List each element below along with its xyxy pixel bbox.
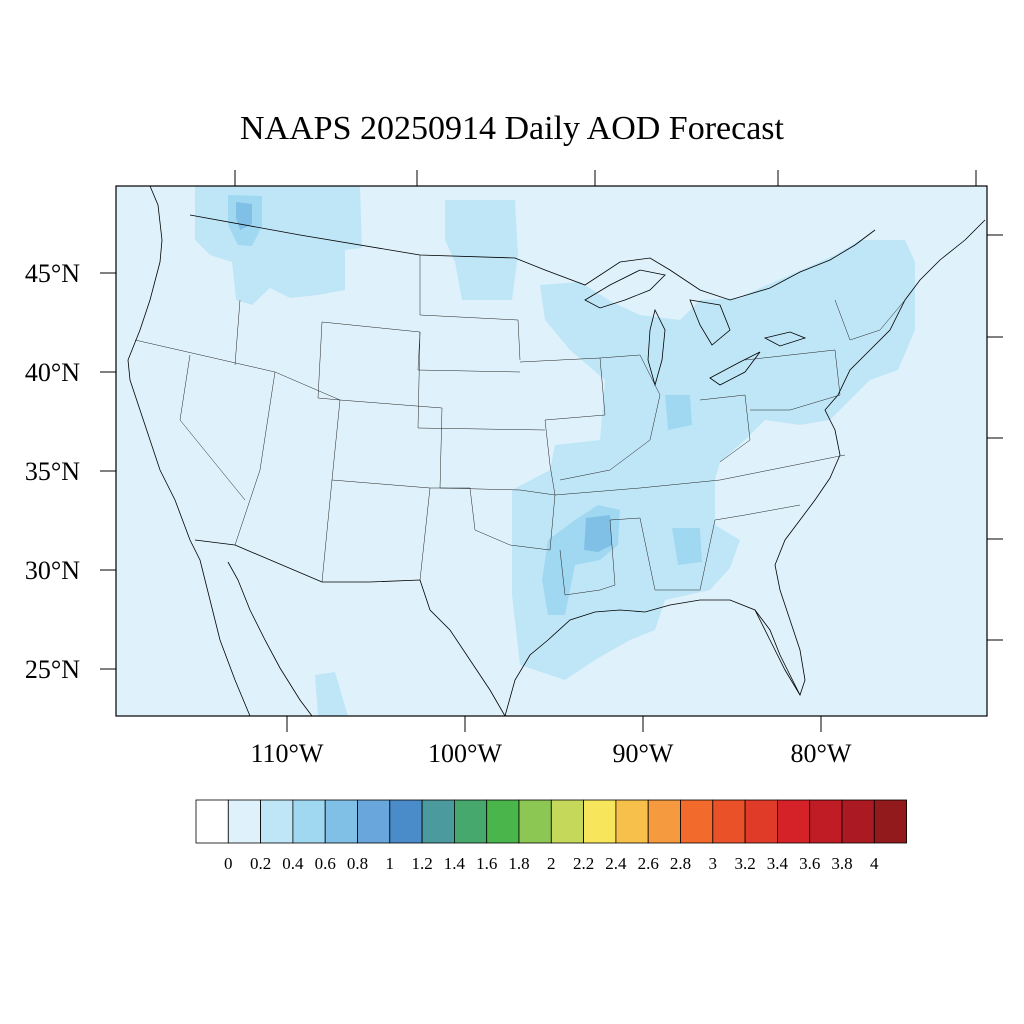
colorbar-cell	[809, 799, 843, 844]
colorbar-cell	[712, 799, 746, 844]
border-mexico	[194, 539, 506, 717]
lon-label: 90°W	[613, 739, 674, 768]
colorbar-label: 3.2	[734, 854, 755, 873]
colorbar-cell	[615, 799, 649, 844]
colorbar-label: 0	[224, 854, 233, 873]
colorbar-cell	[486, 799, 520, 844]
state-line-10	[430, 487, 556, 551]
state-line-12	[559, 354, 661, 481]
colorbar-cell	[583, 799, 617, 844]
aod-plumes	[195, 186, 915, 716]
colorbar-cell	[421, 799, 455, 844]
state-line-1	[134, 339, 846, 496]
right-ticks	[987, 234, 1003, 641]
colorbar-cell	[453, 799, 488, 844]
colorbar-label: 3.8	[831, 854, 852, 873]
aod-plume-dakota	[445, 200, 518, 300]
colorbar-label: 2.2	[573, 854, 594, 873]
colorbar-cell	[324, 799, 358, 844]
state-lines	[134, 255, 906, 596]
colorbar-label: 1.4	[444, 854, 466, 873]
colorbar-label: 0.6	[315, 854, 336, 873]
top-ticks	[234, 170, 977, 186]
state-line-15	[744, 349, 841, 411]
aod-plume-mexico	[315, 672, 348, 716]
lon-label: 100°W	[428, 739, 502, 768]
colorbar-cell	[550, 799, 584, 844]
lat-label: 40°N	[25, 358, 80, 387]
colorbar-cell	[518, 799, 552, 844]
coastline-florida	[754, 609, 801, 696]
lake-erie	[709, 351, 761, 386]
colorbar-cell	[841, 799, 875, 844]
map-panel: 45°N 40°N 35°N 30°N 25°N 110°W 100°W 90°…	[25, 170, 1003, 768]
colorbar-cell	[680, 799, 714, 844]
state-line-2	[234, 371, 276, 546]
border-canada	[189, 214, 876, 301]
colorbar-label: 2	[547, 854, 556, 873]
colorbar-label: 3.4	[767, 854, 789, 873]
left-ticks	[100, 272, 116, 670]
colorbar-label: 2.6	[638, 854, 659, 873]
colorbar-cell	[357, 799, 391, 844]
colorbar-label: 1.8	[508, 854, 529, 873]
colorbar-cell	[389, 799, 423, 844]
colorbar-cell	[647, 799, 681, 844]
lat-label: 35°N	[25, 457, 80, 486]
state-line-8	[417, 331, 546, 431]
aod-plume-indiana-core	[665, 395, 692, 430]
colorbar-label: 0.4	[282, 854, 304, 873]
state-line-3	[179, 354, 246, 501]
map-frame	[115, 185, 988, 717]
state-line-4	[234, 299, 241, 366]
colorbar-cell	[292, 799, 326, 844]
aod-plume-northwest-peak	[236, 202, 252, 230]
colorbar-label: 0.8	[347, 854, 368, 873]
lon-label: 110°W	[251, 739, 324, 768]
colorbar-label: 1	[386, 854, 395, 873]
map-title: NAAPS 20250914 Daily AOD Forecast	[240, 110, 784, 147]
lake-huron	[689, 299, 731, 346]
coastline-west	[127, 185, 251, 717]
state-line-13	[559, 504, 801, 596]
aod-plume-alabama-core	[672, 528, 702, 565]
lat-label: 30°N	[25, 556, 80, 585]
colorbar-cell	[260, 799, 294, 844]
lake-superior	[584, 269, 666, 309]
state-line-5	[317, 321, 341, 583]
colorbar-cell	[744, 799, 778, 844]
state-line-11	[519, 357, 606, 496]
lat-label: 25°N	[25, 655, 80, 684]
coastline-gulf	[504, 219, 986, 717]
colorbar-label: 2.8	[670, 854, 691, 873]
geography-lines	[127, 185, 986, 717]
colorbar: 0 0.2 0.4 0.6 0.8 1 1.2 1.4 1.6 1.8 2 2.2 2.4 2.6 2.8 3…	[195, 799, 907, 873]
lat-label: 45°N	[25, 259, 80, 288]
colorbar-label: 2.4	[605, 854, 627, 873]
aod-plume-arklatex-peak	[584, 515, 612, 552]
state-line-7	[419, 255, 521, 361]
state-line-16	[834, 299, 906, 341]
colorbar-label: 3.6	[799, 854, 820, 873]
colorbar-label: 1.6	[476, 854, 497, 873]
colorbar-cell	[873, 799, 907, 844]
lon-label: 80°W	[791, 739, 852, 768]
colorbar-cell	[195, 799, 229, 844]
lake-ontario	[763, 331, 807, 347]
colorbar-cell	[777, 799, 811, 844]
colorbar-label: 1.2	[411, 854, 432, 873]
colorbar-label: 0.2	[250, 854, 271, 873]
colorbar-label: 4	[870, 854, 879, 873]
state-line-6	[321, 321, 521, 373]
aod-plume-central-east	[512, 240, 915, 680]
colorbar-cell	[227, 799, 262, 844]
coastline-baja	[227, 561, 313, 717]
bottom-ticks	[286, 716, 822, 732]
colorbar-label: 3	[709, 854, 718, 873]
state-line-14	[699, 394, 751, 463]
